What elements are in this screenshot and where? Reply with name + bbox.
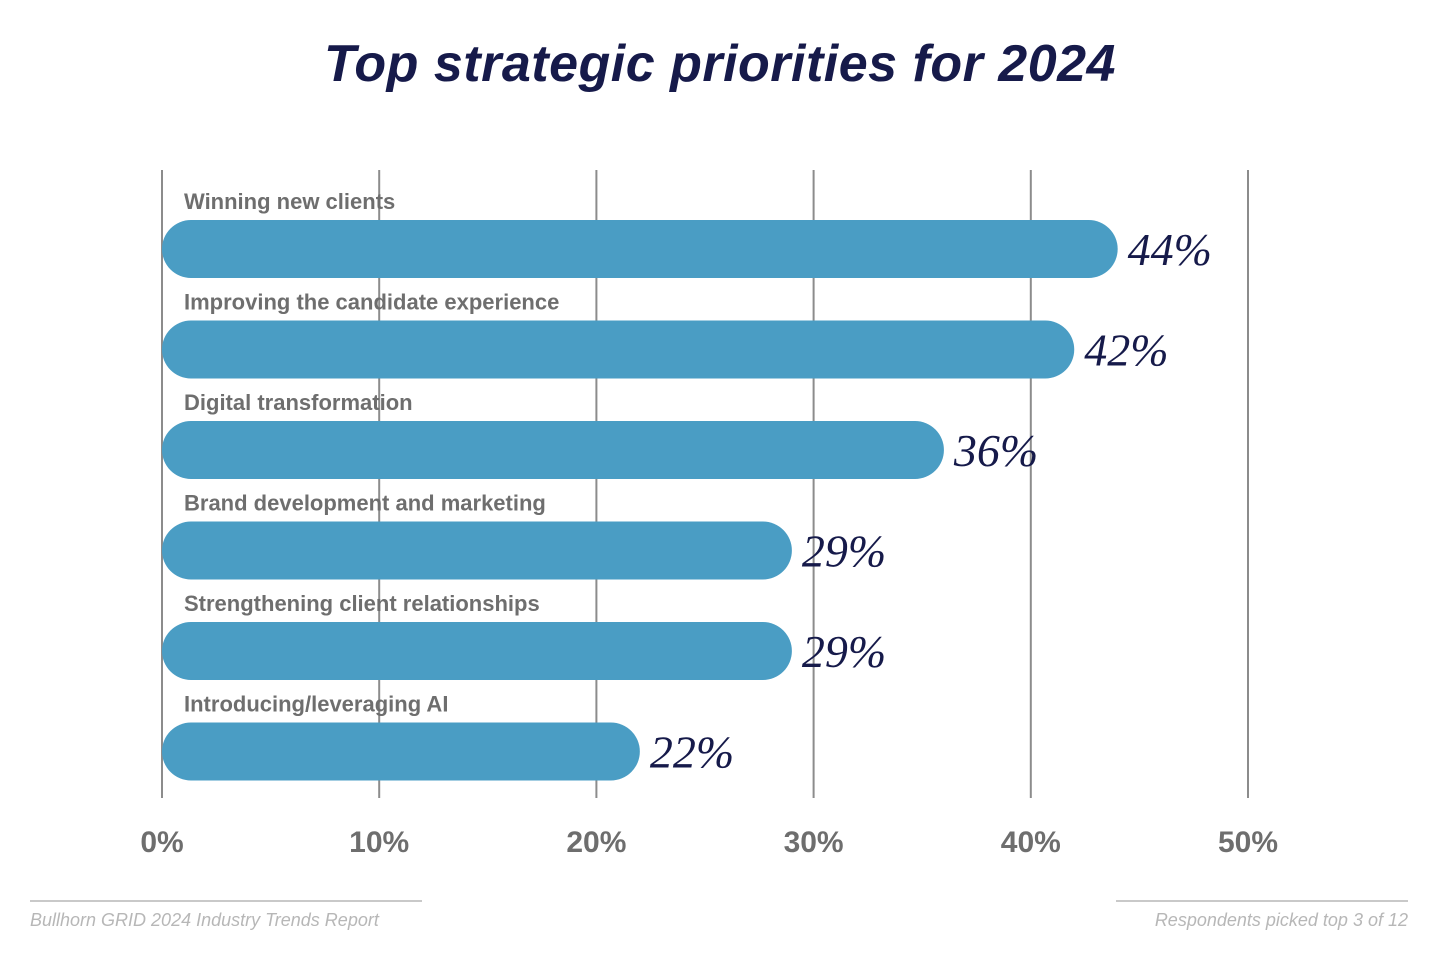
- category-label: Winning new clients: [184, 189, 395, 214]
- footer-source: Bullhorn GRID 2024 Industry Trends Repor…: [30, 910, 379, 930]
- category-label: Improving the candidate experience: [184, 290, 559, 315]
- value-label: 29%: [802, 626, 886, 677]
- footer-right-rule: [1116, 900, 1408, 902]
- bar: [162, 722, 640, 781]
- bar: [162, 320, 1075, 379]
- value-label: 36%: [953, 425, 1038, 476]
- x-tick-label: 0%: [140, 826, 183, 859]
- category-label: Strengthening client relationships: [184, 591, 540, 616]
- chart-title: Top strategic priorities for 2024: [324, 35, 1116, 93]
- category-label: Digital transformation: [184, 390, 413, 415]
- x-tick-label: 20%: [566, 826, 626, 859]
- x-tick-label: 40%: [1001, 826, 1061, 859]
- value-label: 29%: [802, 526, 886, 577]
- bar: [162, 622, 792, 680]
- value-label: 22%: [650, 727, 734, 778]
- x-tick-label: 30%: [784, 826, 844, 859]
- bar: [162, 220, 1118, 278]
- category-label: Introducing/leveraging AI: [184, 692, 448, 717]
- labels: Winning new clients 44% Improving the cand…: [184, 189, 1212, 778]
- value-label: 44%: [1128, 224, 1212, 275]
- category-label: Brand development and marketing: [184, 491, 546, 516]
- x-tick-label: 50%: [1218, 826, 1278, 859]
- bar: [162, 521, 792, 580]
- x-tick-label: 10%: [349, 826, 409, 859]
- value-label: 42%: [1084, 325, 1168, 376]
- bar: [162, 421, 944, 479]
- bars: [162, 220, 1118, 781]
- footer-note: Respondents picked top 3 of 12: [1154, 910, 1408, 930]
- x-axis-ticks: 0% 10% 20% 30% 40% 50%: [140, 826, 1278, 859]
- footer-left-rule: [30, 900, 422, 902]
